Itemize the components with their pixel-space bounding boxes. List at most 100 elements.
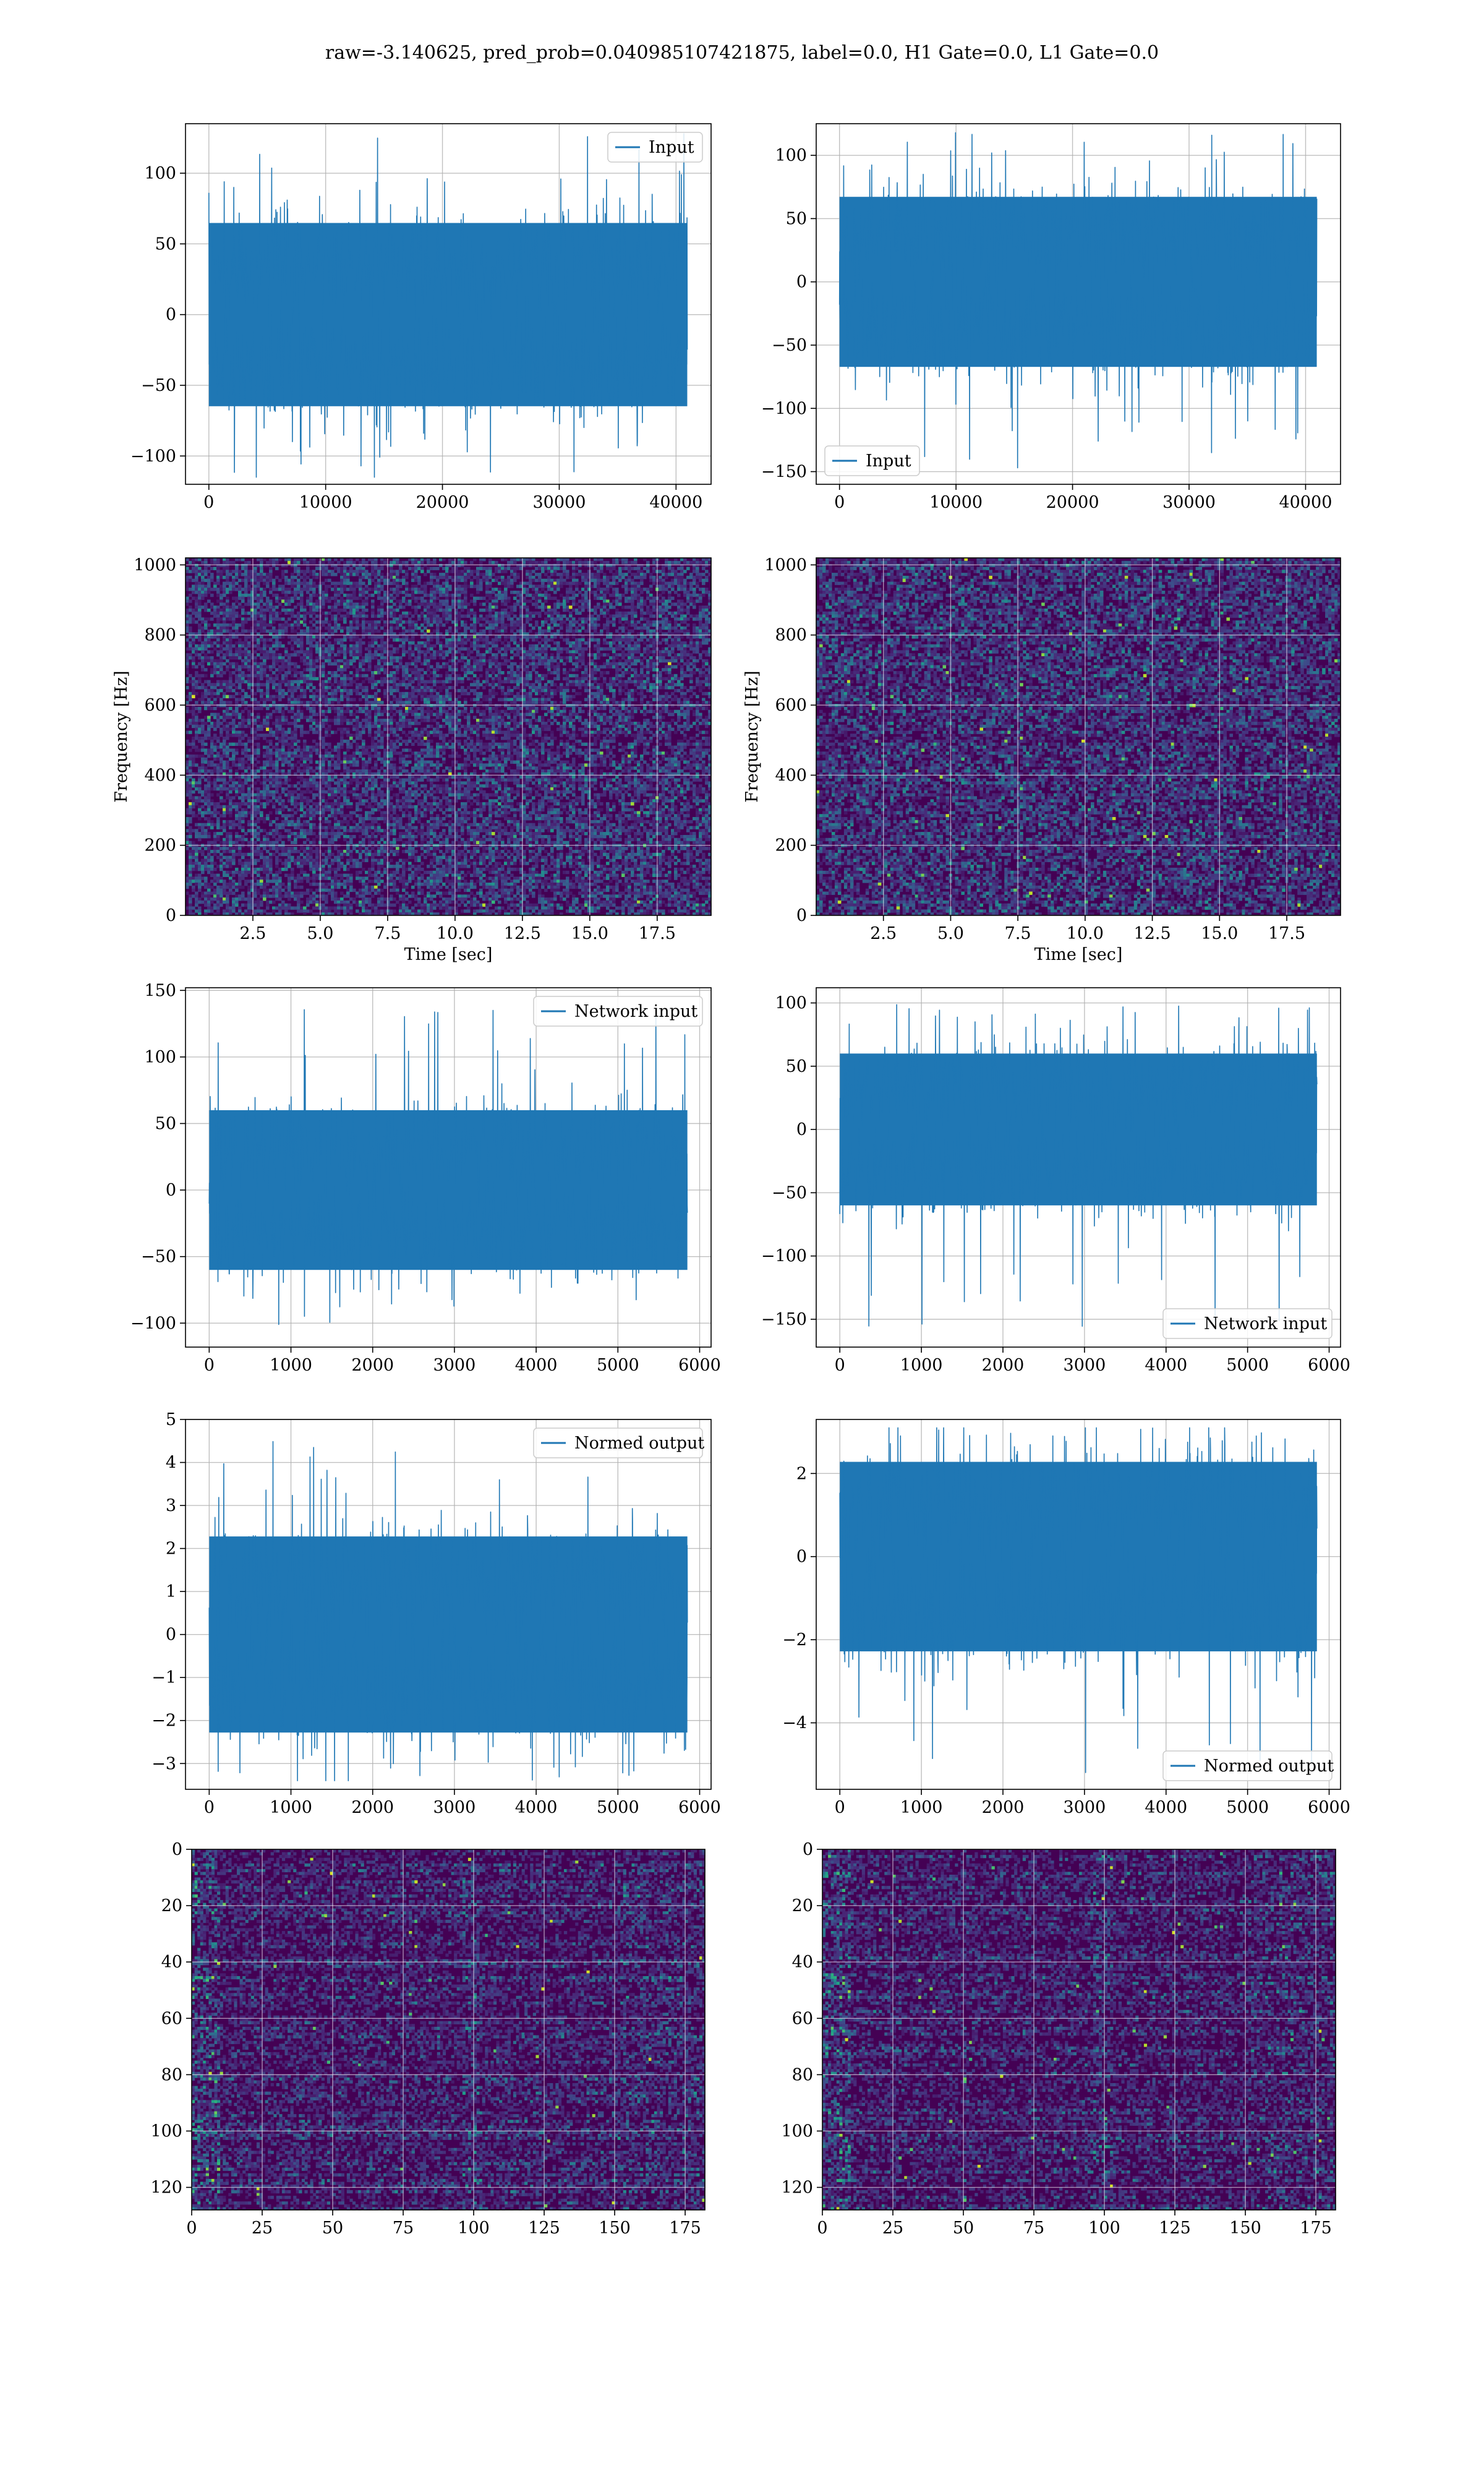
heatmap-cell (340, 575, 344, 580)
heatmap-cell (204, 567, 208, 570)
heatmap-cell (467, 570, 471, 573)
heatmap-cell (702, 558, 706, 562)
heatmap-cell (269, 620, 273, 624)
heatmap-cell (445, 686, 449, 690)
heatmap-cell (303, 662, 307, 666)
heatmap-cell (368, 668, 372, 672)
heatmap-cell (702, 608, 706, 612)
heatmap-cell (232, 611, 236, 615)
heatmap-cell (612, 560, 616, 565)
heatmap-cell (229, 647, 232, 651)
heatmap-cell (223, 629, 226, 633)
heatmap-cell (405, 611, 409, 615)
heatmap-cell (606, 686, 610, 690)
heatmap-cell (371, 614, 375, 618)
heatmap-cell (297, 623, 301, 627)
heatmap-cell (696, 558, 699, 562)
heatmap-cell (411, 606, 415, 609)
heatmap-cell (340, 602, 344, 606)
heatmap-cell (192, 647, 195, 651)
heatmap-cell (637, 606, 641, 609)
heatmap-cell (297, 620, 301, 624)
heatmap-cell (359, 659, 362, 663)
heatmap-cell (689, 671, 693, 675)
heatmap-cell (686, 617, 690, 621)
heatmap-cell (306, 584, 310, 588)
heatmap-cell (609, 570, 613, 573)
heatmap-cell (615, 665, 619, 669)
heatmap-cell (226, 614, 229, 618)
heatmap-cell (628, 599, 631, 603)
heatmap-cell (380, 606, 384, 609)
heatmap-cell (445, 573, 449, 576)
heatmap-cell (254, 588, 257, 591)
heatmap-cell (674, 638, 678, 642)
heatmap-cell (448, 558, 452, 562)
heatmap-cell (485, 575, 489, 580)
heatmap-cell (337, 647, 341, 651)
heatmap-cell (257, 575, 260, 580)
legend-label: Input (866, 452, 911, 471)
heatmap-cell (343, 644, 347, 648)
heatmap-cell (649, 665, 653, 669)
heatmap-cell (563, 662, 566, 666)
heatmap-cell (680, 653, 684, 657)
heatmap-cell (680, 665, 684, 669)
heatmap-cell (553, 606, 557, 609)
heatmap-cell (476, 632, 480, 636)
heatmap-cell (637, 632, 641, 636)
heatmap-cell (195, 567, 198, 570)
heatmap-cell (522, 629, 526, 633)
heatmap-cell (396, 584, 399, 588)
heatmap-cell (646, 632, 650, 636)
heatmap-cell (454, 623, 458, 627)
heatmap-cell (634, 683, 638, 687)
heatmap-cell (485, 659, 489, 663)
heatmap-cell (699, 599, 702, 603)
heatmap-cell (272, 686, 276, 690)
heatmap-cell (356, 686, 359, 690)
heatmap-cell (640, 588, 644, 591)
heatmap-cell (198, 623, 202, 627)
heatmap-cell (668, 591, 672, 594)
heatmap-cell (529, 656, 532, 660)
heatmap-cell (569, 614, 573, 618)
heatmap-cell (257, 593, 260, 597)
heatmap-cell (439, 647, 443, 651)
heatmap-cell (485, 599, 489, 603)
heatmap-cell (371, 573, 375, 576)
heatmap-cell (390, 680, 393, 683)
heatmap-cell (241, 665, 245, 669)
heatmap-cell (257, 611, 260, 615)
heatmap-cell (677, 567, 681, 570)
heatmap-cell (544, 567, 548, 570)
heatmap-cell (529, 677, 532, 681)
heatmap-cell (216, 560, 220, 565)
heatmap-cell (238, 623, 242, 627)
heatmap-cell (662, 623, 665, 627)
heatmap-cell (609, 665, 613, 669)
heatmap-cell (488, 626, 492, 630)
heatmap-cell (390, 674, 393, 678)
heatmap-cell (553, 596, 557, 600)
heatmap-cell (284, 611, 288, 615)
heatmap-cell (476, 617, 480, 621)
heatmap-cell (699, 593, 702, 597)
heatmap-cell (581, 606, 585, 609)
heatmap-cell (380, 638, 384, 642)
heatmap-cell (189, 614, 192, 618)
heatmap-cell (445, 629, 449, 633)
heatmap-cell (699, 620, 702, 624)
heatmap-cell (405, 584, 409, 588)
heatmap-cell (504, 599, 508, 603)
heatmap-cell (519, 629, 523, 633)
heatmap-cell (374, 567, 378, 570)
heatmap-cell (504, 558, 508, 562)
heatmap-cell (547, 686, 551, 690)
heatmap-cell (278, 659, 282, 663)
heatmap-cell (454, 626, 458, 630)
heatmap-cell (430, 596, 433, 600)
heatmap-cell (473, 662, 477, 666)
heatmap-cell (615, 638, 619, 642)
heatmap-cell (309, 558, 313, 562)
